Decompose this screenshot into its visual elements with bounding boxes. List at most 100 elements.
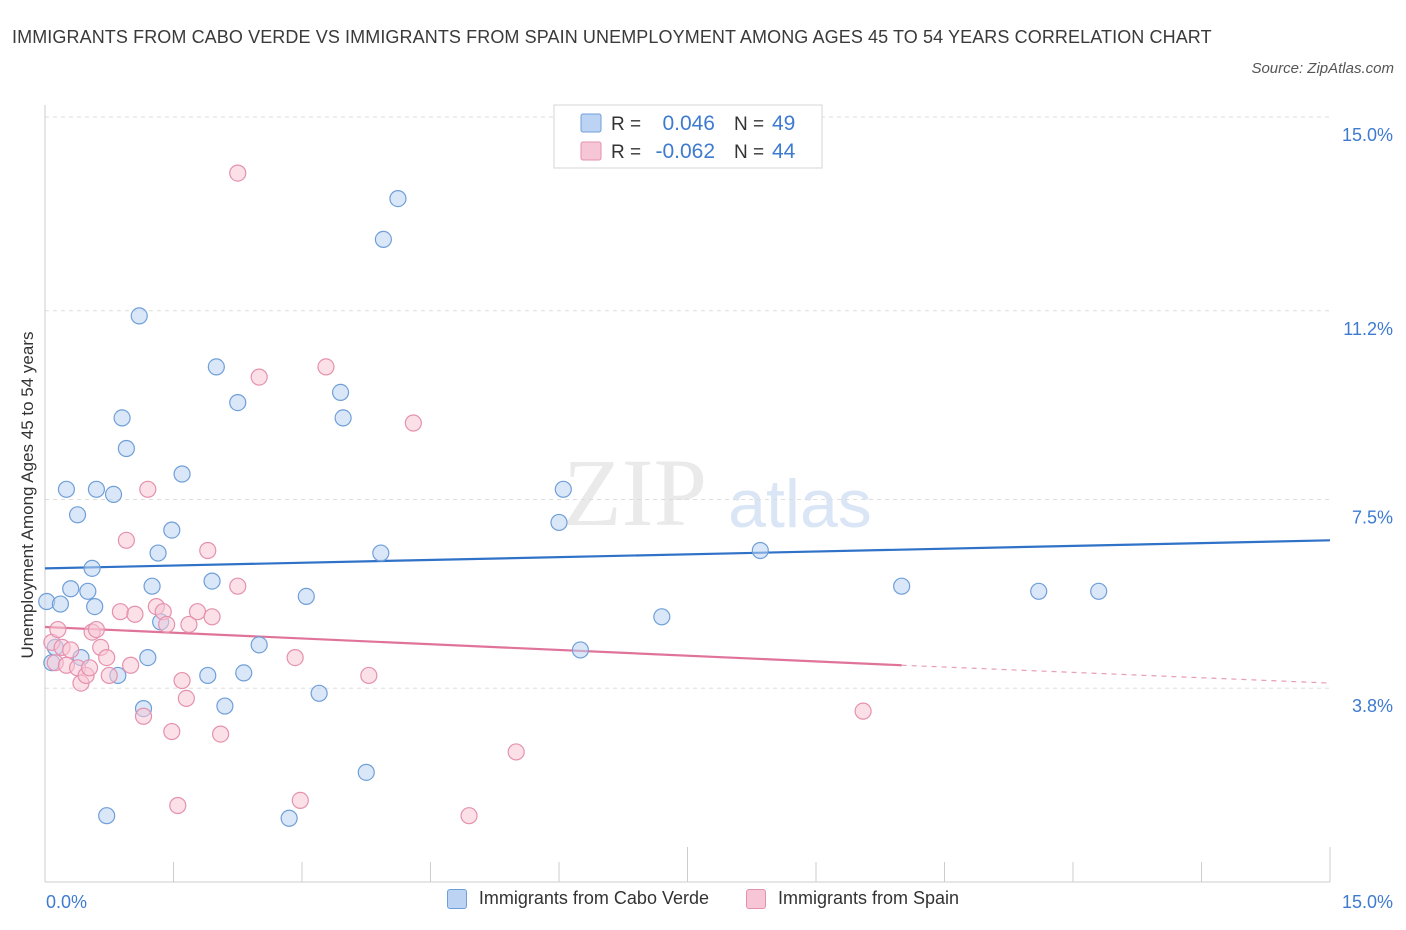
cabo-verde-point [163,521,181,539]
cabo-verde-point [1030,582,1048,600]
legend-n-label-pink: N = [734,142,764,163]
cabo-verde-point [62,580,80,598]
data-points [38,164,1108,827]
x-tick-label-max: 15.0% [1342,892,1393,912]
y-tick-label: 7.5% [1352,508,1393,528]
legend-n-label-blue: N = [734,114,764,135]
cabo-verde-point [113,409,131,427]
cabo-verde-point [297,587,315,606]
spain-point [87,620,106,639]
cabo-verde-point [51,595,70,613]
y-tick-label: 15.0% [1342,125,1393,145]
spain-point [122,656,140,674]
cabo-verde-point [554,480,572,498]
spain-point [188,603,207,621]
spain-trend-line-extension [901,664,1331,684]
legend-n-value-blue: 49 [772,112,795,135]
cabo-verde-point [98,807,116,825]
spain-point [163,722,181,741]
spain-point [117,531,135,549]
cabo-verde-point [57,480,76,498]
cabo-verde-trend-line [44,539,1331,570]
cabo-verde-point [893,577,911,595]
cabo-verde-point [235,664,253,682]
spain-point [126,605,144,623]
spain-point [134,707,153,725]
cabo-verde-point [751,541,769,560]
cabo-verde-point [280,809,298,827]
spain-point [173,671,191,690]
cabo-verde-point [173,465,191,483]
cabo-verde-point [571,641,590,659]
cabo-verde-point [104,485,123,503]
cabo-verde-point [653,608,671,626]
spain-point [360,666,378,685]
spain-point [180,615,198,634]
trend-lines [44,539,1331,684]
cabo-verde-point [550,513,568,532]
tick-labels: 15.0% 11.2% 7.5% 3.8% 0.0% 15.0% [46,125,1393,912]
cabo-verde-point [207,358,225,376]
cabo-verde-point [117,439,135,458]
spain-point [854,702,872,720]
spain-point [169,796,187,815]
legend-r-value-blue: 0.046 [662,112,715,135]
spain-point [139,480,157,498]
spain-point [507,743,525,761]
cabo-verde-point [216,697,234,715]
y-tick-label: 3.8% [1352,696,1393,716]
cabo-verde-point [357,763,375,781]
cabo-verde-point [86,597,104,616]
cabo-verde-point [372,544,390,562]
spain-point [158,615,176,634]
legend-swatch-pink [580,141,602,161]
spain-point [460,807,478,825]
spain-point [177,689,195,708]
legend-label-cabo-verde: Immigrants from Cabo Verde [478,888,709,908]
cabo-verde-point [250,636,268,654]
watermark-zip: ZIP [563,439,707,546]
spain-point [229,164,247,182]
cabo-verde-point [83,559,101,577]
spain-point [250,368,268,386]
y-tick-label: 11.2% [1343,319,1393,339]
series-legend: Immigrants from Cabo Verde Immigrants fr… [0,888,1406,914]
legend-item-cabo-verde: Immigrants from Cabo Verde [446,888,709,909]
legend-n-value-pink: 44 [772,140,796,163]
spain-point [286,648,304,667]
cabo-verde-point [139,648,157,667]
spain-point [111,603,129,621]
spain-trend-line [44,625,902,667]
legend-r-label-pink: R = [611,142,641,163]
legend-r-value-pink: -0.062 [655,140,715,163]
legend-swatch-cabo-verde [446,888,467,909]
cabo-verde-point [389,190,407,208]
spain-point [203,608,221,626]
spain-point [229,577,247,595]
legend-r-label-blue: R = [611,114,641,135]
cabo-verde-point [374,230,392,248]
cabo-verde-point [203,572,221,590]
cabo-verde-point [199,666,217,685]
spain-point [80,659,99,677]
cabo-verde-point [310,684,328,702]
cabo-verde-point [79,582,97,600]
spain-point [291,791,309,810]
spain-point [100,666,118,685]
cabo-verde-point [130,307,148,325]
spain-point [212,725,230,743]
legend-item-spain: Immigrants from Spain [746,888,959,909]
watermark-atlas: atlas [728,466,872,542]
chart-title: IMMIGRANTS FROM CABO VERDE VS IMMIGRANTS… [12,27,1212,47]
spain-point [49,620,67,639]
legend-swatch-spain [746,888,767,909]
legend-label-spain: Immigrants from Spain [778,888,960,908]
x-tick-label-min: 0.0% [46,892,87,912]
spain-point [62,641,80,659]
cabo-verde-point [68,506,87,524]
spain-point [98,648,116,667]
spain-point [404,414,422,432]
cabo-verde-point [143,577,161,595]
spain-point [199,541,217,560]
